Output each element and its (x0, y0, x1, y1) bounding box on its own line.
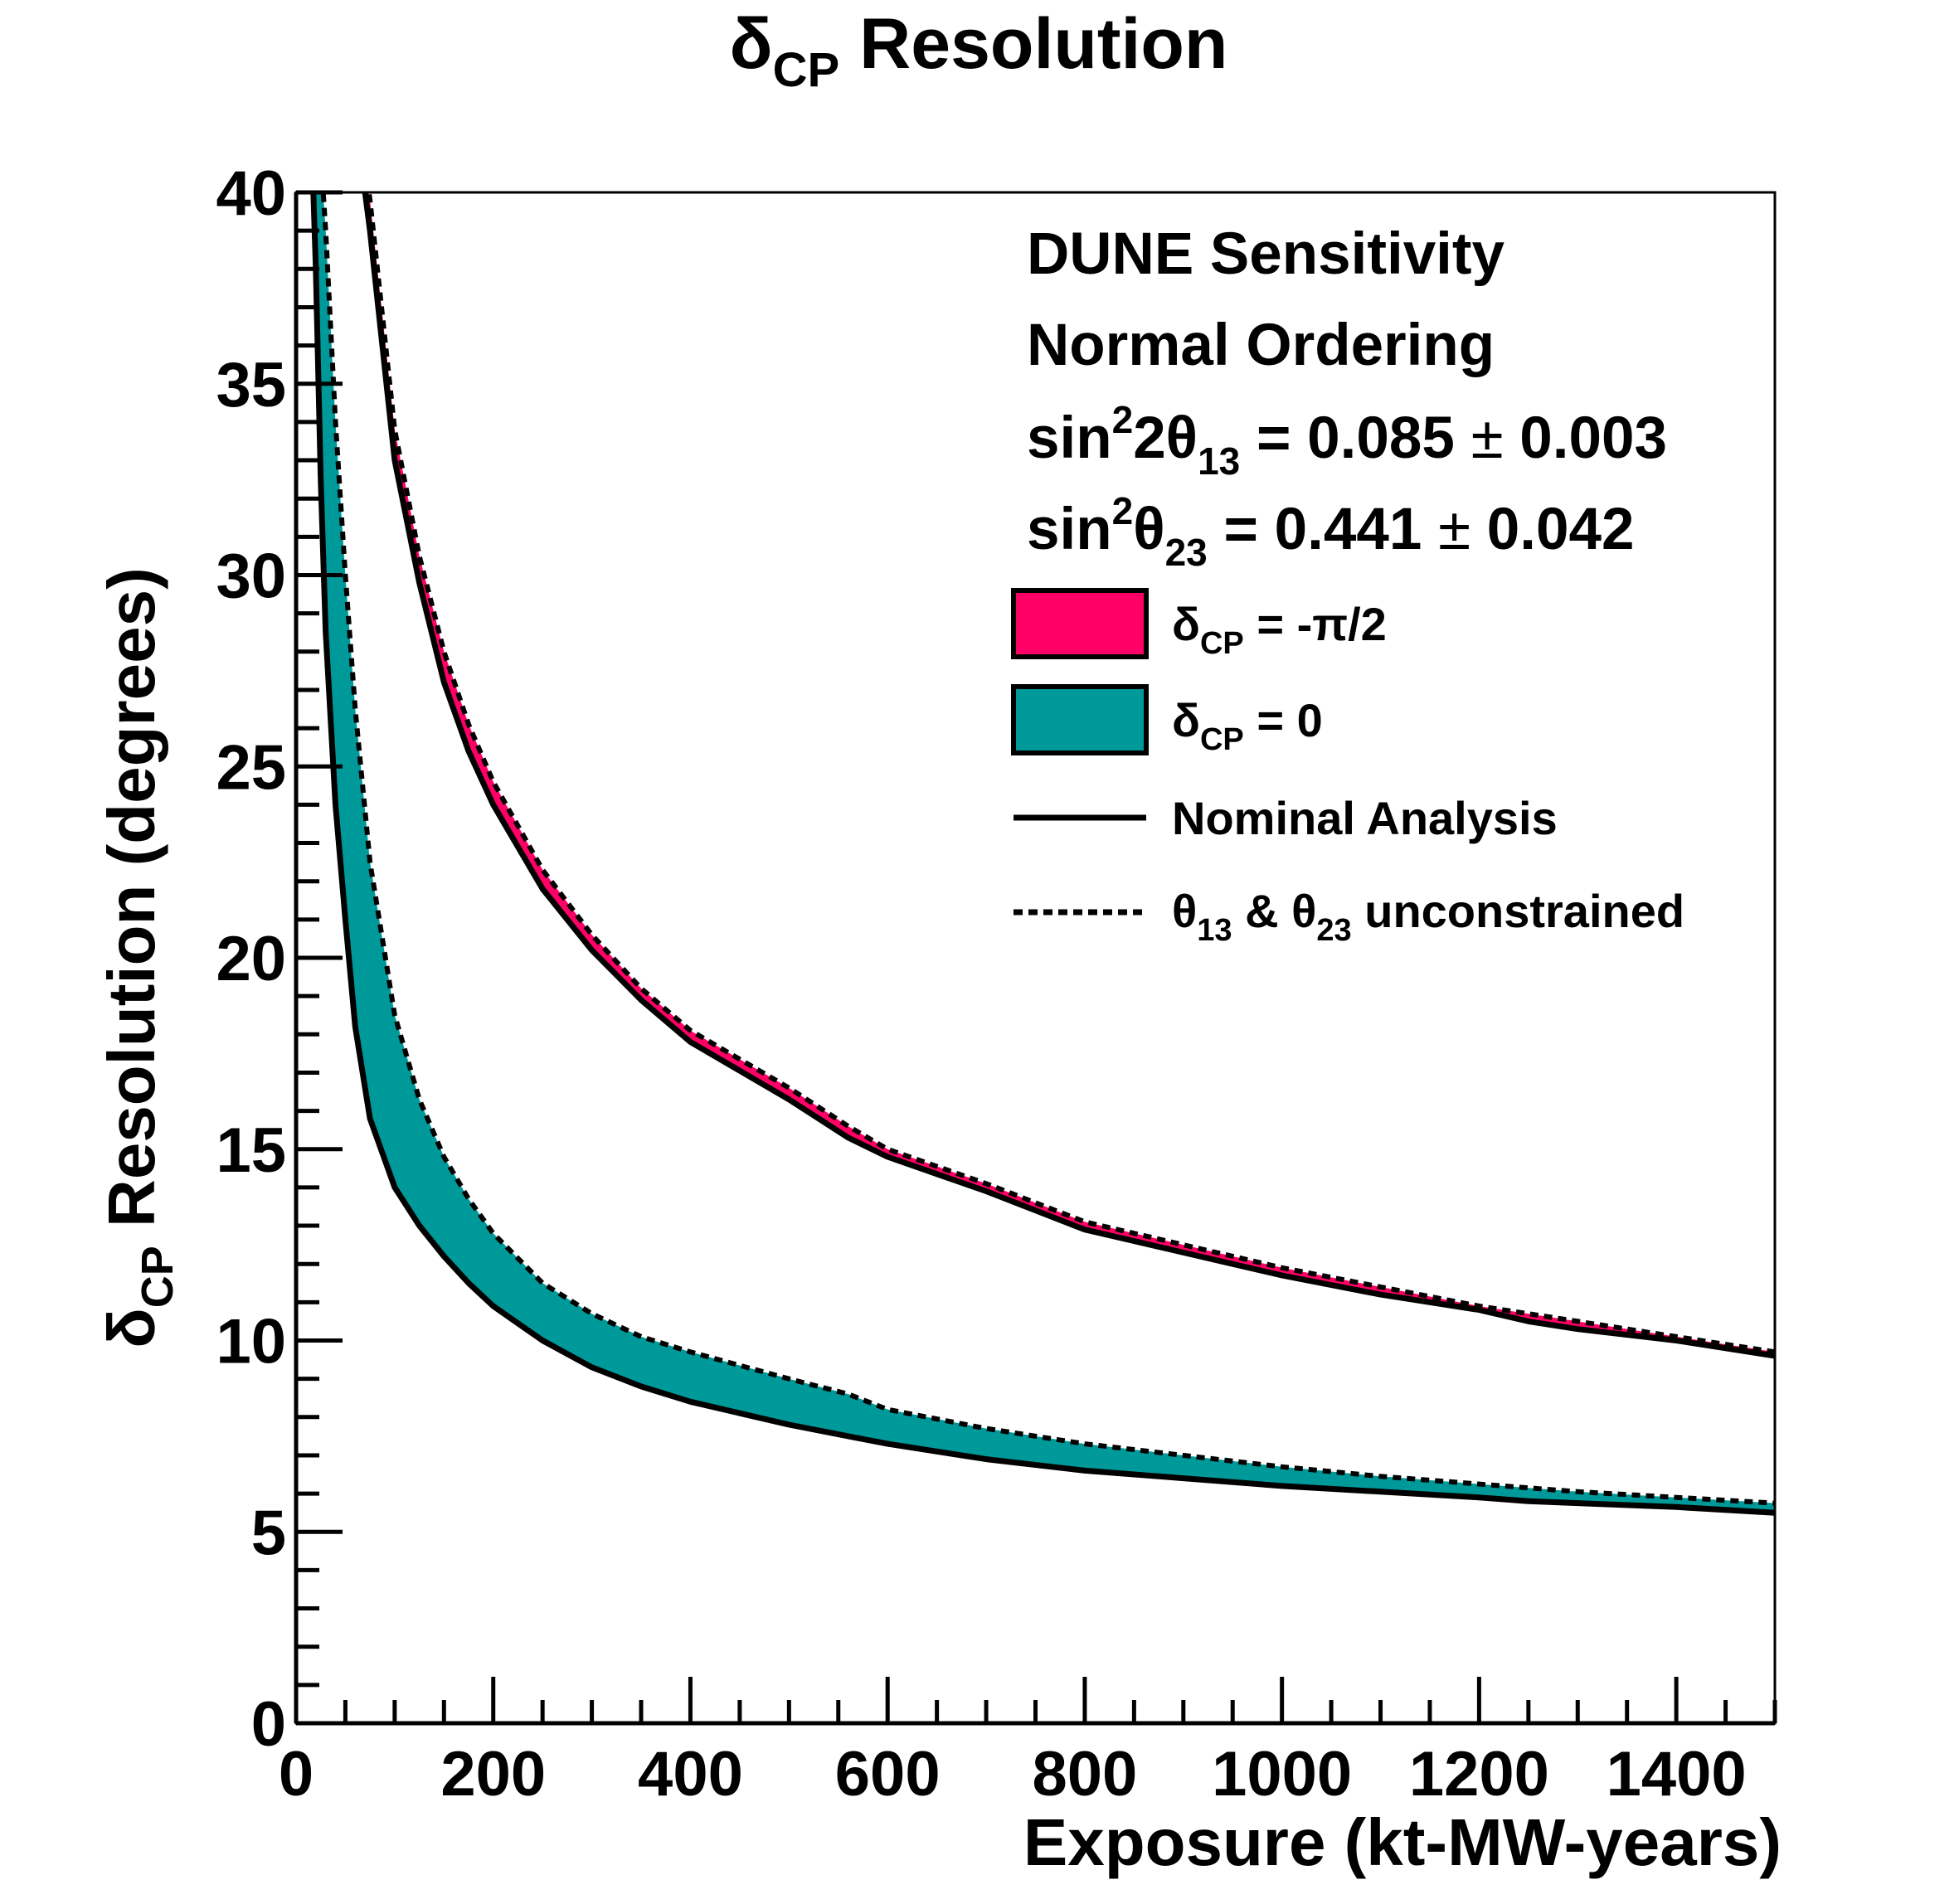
legend2-rest: = 0 (1244, 694, 1323, 746)
line-nominal-minus-pi-half (362, 192, 1775, 1359)
annotation-normal-ordering: Normal Ordering (1027, 313, 1495, 378)
y-tick-label: 0 (251, 1689, 286, 1760)
legend4-and: & (1232, 885, 1292, 937)
legend-swatch-minus-pi-half (1011, 588, 1149, 659)
legend1-rest: = -π/2 (1244, 598, 1387, 650)
theta23-sub: 23 (1165, 531, 1208, 574)
line-unconstrained-zero (320, 192, 1775, 1506)
theta23-theta: θ (1133, 497, 1164, 562)
annotation-theta13: sin22θ13 = 0.085 ± 0.003 (1027, 398, 1667, 483)
annotation-block: DUNE Sensitivity Normal Ordering sin22θ1… (1027, 221, 1667, 574)
theta23-value: = 0.441 (1208, 497, 1438, 562)
title-cp-subscript: CP (773, 43, 840, 97)
x-tick-label: 200 (440, 1739, 546, 1809)
y-tick-label: 5 (251, 1498, 286, 1568)
x-tick-label: 600 (835, 1739, 941, 1809)
x-tick-label: 1400 (1607, 1739, 1747, 1809)
theta13-sup: 2 (1112, 398, 1134, 441)
legend4-theta13: θ (1172, 885, 1197, 937)
y-tick-label: 25 (216, 732, 286, 803)
y-tick-label: 10 (216, 1307, 286, 1377)
legend2-sub: CP (1200, 722, 1244, 757)
data-layer (310, 192, 1775, 1516)
x-tick-label: 1000 (1212, 1739, 1352, 1809)
legend-label-minus-pi-half: δCP = -π/2 (1172, 598, 1387, 661)
y-tick-label: 40 (216, 158, 286, 229)
legend-label-zero: δCP = 0 (1172, 694, 1323, 757)
y-label-cp-subscript: CP (133, 1246, 182, 1308)
title-resolution: Resolution (839, 4, 1227, 84)
y-tick-label: 30 (216, 542, 286, 612)
y-label-rest: Resolution (degrees) (95, 567, 168, 1246)
legend4-sub13: 13 (1197, 913, 1232, 948)
legend: δCP = -π/2 δCP = 0 Nominal Analysis θ13 … (1011, 588, 1684, 948)
x-tick-label: 1200 (1409, 1739, 1549, 1809)
x-tick-label: 0 (279, 1739, 314, 1809)
axes-layer: 0 200 400 600 800 1000 1200 1400 0 5 10 15 20 25 30 35 4… (216, 158, 1777, 1809)
annotation-theta23: sin2θ23 = 0.441 ± 0.042 (1027, 489, 1634, 574)
line-nominal-zero (310, 192, 1775, 1516)
theta13-sub: 13 (1198, 440, 1240, 483)
legend-label-unconstrained: θ13 & θ23 unconstrained (1172, 885, 1684, 948)
theta23-pm: ± (1438, 497, 1470, 562)
legend4-theta23: θ (1291, 885, 1316, 937)
theta13-sin: sin (1027, 406, 1112, 471)
y-tick-label: 20 (216, 924, 286, 994)
y-tick-label: 35 (216, 350, 286, 420)
title-delta: δ (730, 4, 773, 84)
theta13-value: = 0.085 (1240, 406, 1470, 471)
legend1-sub: CP (1200, 626, 1244, 661)
theta23-sin: sin (1027, 497, 1112, 562)
legend2-delta: δ (1172, 694, 1200, 746)
legend4-sub23: 23 (1316, 913, 1351, 948)
chart-title: δCP Resolution (730, 4, 1228, 97)
legend1-delta: δ (1172, 598, 1200, 650)
x-tick-label: 800 (1033, 1739, 1138, 1809)
theta13-2theta: 2θ (1133, 406, 1198, 471)
line-unconstrained-minus-pi-half (366, 192, 1775, 1355)
theta23-sup: 2 (1112, 489, 1134, 532)
legend4-rest: unconstrained (1352, 885, 1684, 937)
legend-label-nominal: Nominal Analysis (1172, 792, 1558, 844)
theta23-err: 0.042 (1470, 497, 1634, 562)
x-tick-label: 400 (638, 1739, 743, 1809)
theta13-pm: ± (1471, 406, 1504, 471)
theta13-err: 0.003 (1504, 406, 1667, 471)
y-axis-label: δCP Resolution (degrees) (95, 567, 182, 1348)
y-tick-label: 15 (216, 1115, 286, 1186)
x-axis-label: Exposure (kt-MW-years) (1023, 1805, 1782, 1879)
annotation-dune-sensitivity: DUNE Sensitivity (1027, 221, 1505, 287)
legend-swatch-zero (1011, 684, 1149, 755)
y-label-delta: δ (95, 1308, 168, 1348)
